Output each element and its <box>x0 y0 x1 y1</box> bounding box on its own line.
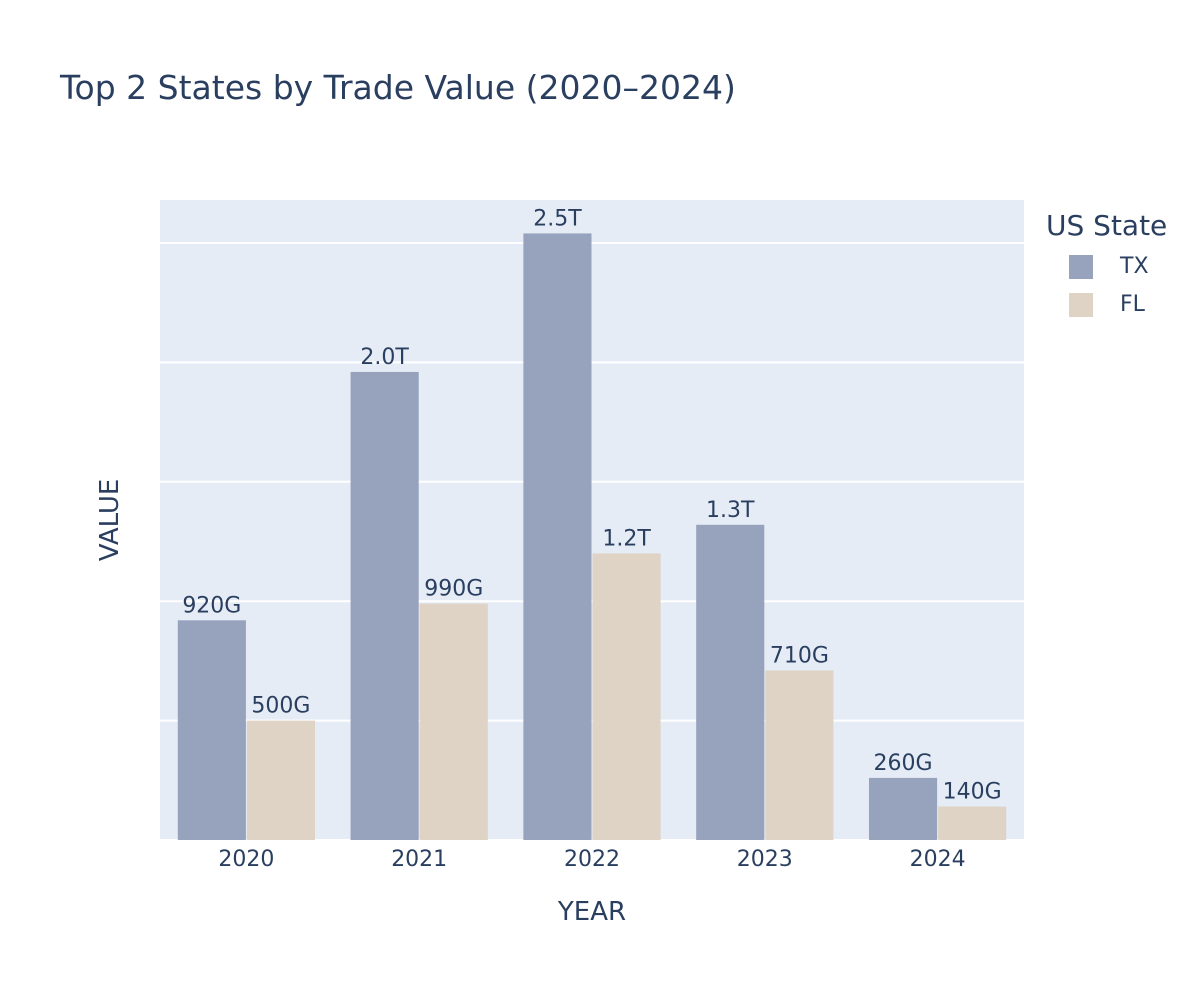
bars <box>177 233 1007 840</box>
bar-label-fl-2023: 710G <box>770 643 829 668</box>
legend-swatch-tx <box>1069 254 1093 279</box>
bar-tx-2020[interactable] <box>177 620 246 840</box>
legend-title: US State <box>1046 209 1168 242</box>
x-tick-labels: 2020 2021 2022 2023 2024 <box>218 847 965 872</box>
x-tick-label-2021: 2021 <box>391 847 447 872</box>
bar-fl-2022[interactable] <box>592 553 661 840</box>
x-tick-label-2022: 2022 <box>564 847 620 872</box>
legend-item-tx[interactable]: TX <box>1069 254 1149 279</box>
bar-label-fl-2020: 500G <box>251 694 310 719</box>
bar-label-fl-2021: 990G <box>424 577 483 602</box>
bar-labels: 920G 500G 2.0T 990G 2.5T 1.2T 1.3T 710G 260G 140G <box>182 206 1001 804</box>
y-axis-title: VALUE <box>95 479 125 562</box>
bar-fl-2020[interactable] <box>246 720 316 840</box>
legend-swatch-fl <box>1069 292 1093 317</box>
bar-label-tx-2024: 260G <box>874 751 933 776</box>
legend-item-fl[interactable]: FL <box>1069 292 1145 317</box>
bar-fl-2024[interactable] <box>938 806 1007 840</box>
bar-fl-2021[interactable] <box>419 603 488 840</box>
bar-label-tx-2021: 2.0T <box>360 345 409 370</box>
legend-label-tx: TX <box>1120 254 1149 279</box>
bar-label-fl-2022: 1.2T <box>602 526 651 551</box>
bar-tx-2023[interactable] <box>696 524 765 840</box>
legend-label-fl: FL <box>1120 292 1145 317</box>
bar-label-fl-2024: 140G <box>943 780 1002 805</box>
x-axis-title: YEAR <box>557 897 626 927</box>
bar-label-tx-2022: 2.5T <box>533 206 582 231</box>
bar-label-tx-2023: 1.3T <box>706 498 755 523</box>
bar-tx-2022[interactable] <box>523 233 592 840</box>
bar-tx-2024[interactable] <box>868 777 938 840</box>
x-tick-label-2023: 2023 <box>737 847 793 872</box>
chart-title: Top 2 States by Trade Value (2020–2024) <box>60 68 736 107</box>
x-tick-label-2020: 2020 <box>218 847 274 872</box>
bar-fl-2023[interactable] <box>765 670 834 840</box>
bar-label-tx-2020: 920G <box>182 593 241 618</box>
bar-tx-2021[interactable] <box>350 371 419 840</box>
x-tick-label-2024: 2024 <box>910 847 966 872</box>
